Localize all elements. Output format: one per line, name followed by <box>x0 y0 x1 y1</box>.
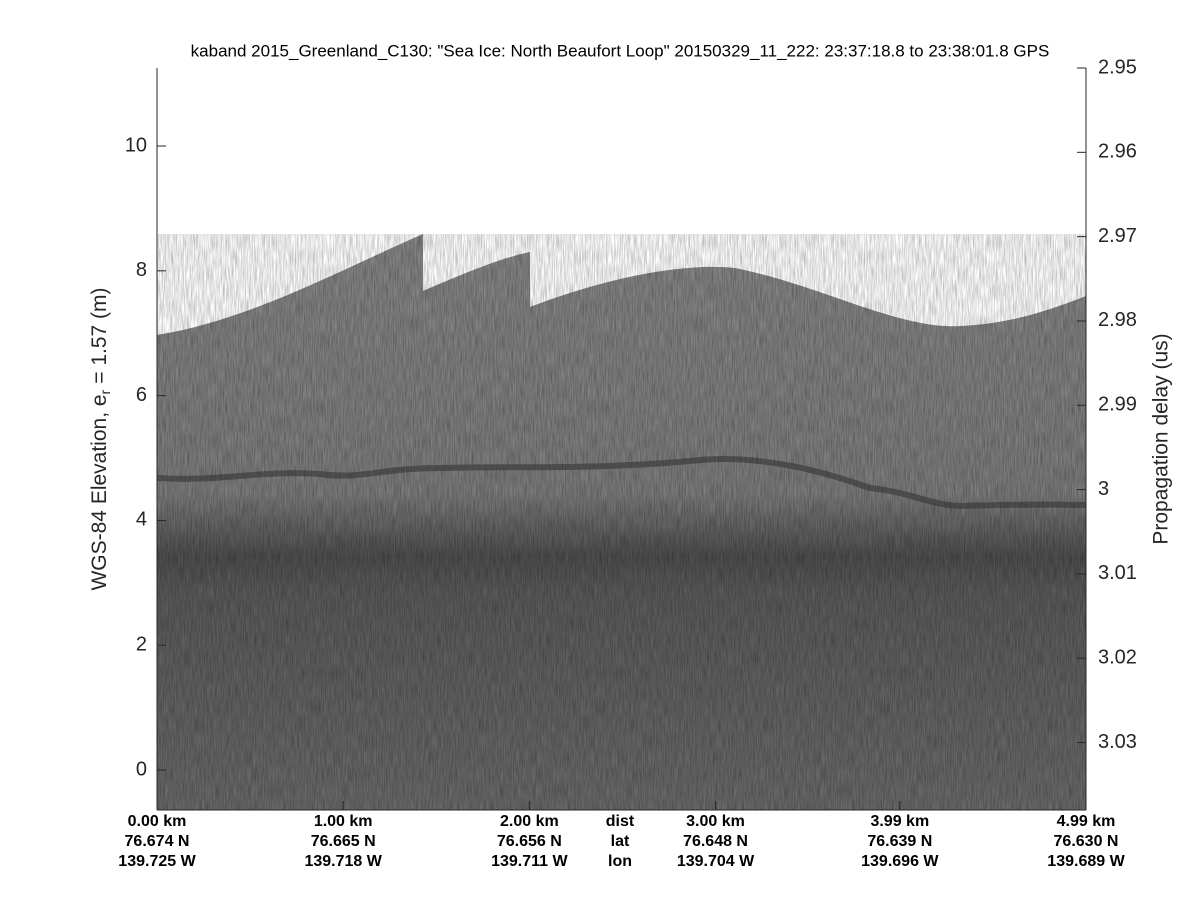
y-tick-label: 2 <box>136 634 147 656</box>
x-tick-label: 3.99 km <box>870 813 929 830</box>
y2-tick-label: 3.03 <box>1098 731 1137 753</box>
y2-tick-label: 3.02 <box>1098 647 1137 669</box>
y2-tick-label: 2.98 <box>1098 309 1137 331</box>
x-tick-label: 4.99 km <box>1057 813 1116 830</box>
x-row-label: lon <box>608 853 632 870</box>
y-axis-label: WGS-84 Elevation, er = 1.57 (m) <box>88 287 113 590</box>
y-tick-label: 0 <box>136 758 147 780</box>
echogram <box>157 234 1086 810</box>
y-tick-label: 8 <box>136 259 147 281</box>
y-label-text: WGS-84 Elevation, e <box>88 394 111 590</box>
x-row-label: dist <box>606 813 635 830</box>
y2-axis-label: Propagation delay (us) <box>1150 333 1173 544</box>
x-row-label: lat <box>611 833 630 850</box>
x-tick-lon: 139.718 W <box>304 853 382 870</box>
x-tick-lat: 76.639 N <box>867 833 932 850</box>
y2-tick-label: 2.99 <box>1098 394 1137 416</box>
ice-surface-return <box>157 456 1086 510</box>
x-tick-lon: 139.704 W <box>677 853 755 870</box>
x-tick-lat: 76.648 N <box>683 833 748 850</box>
y-label-suffix: = 1.57 (m) <box>88 287 111 383</box>
x-tick-label: 1.00 km <box>314 813 373 830</box>
x-tick-lat: 76.630 N <box>1054 833 1119 850</box>
x-tick-lat: 76.674 N <box>125 833 190 850</box>
y-tick-label: 6 <box>136 384 147 406</box>
x-tick-lon: 139.725 W <box>118 853 196 870</box>
y-tick-label: 4 <box>136 509 147 531</box>
x-tick-lon: 139.711 W <box>491 853 568 870</box>
x-tick-label: 0.00 km <box>128 813 187 830</box>
y2-tick-label: 3 <box>1098 478 1109 500</box>
x-tick-lat: 76.656 N <box>497 833 562 850</box>
y2-tick-label: 2.97 <box>1098 225 1137 247</box>
y2-tick-label: 2.96 <box>1098 141 1137 163</box>
x-tick-label: 3.00 km <box>686 813 745 830</box>
y-label-subscript: r <box>97 389 113 394</box>
x-tick-label: 2.00 km <box>500 813 559 830</box>
x-tick-lat: 76.665 N <box>311 833 376 850</box>
x-tick-lon: 139.689 W <box>1047 853 1125 870</box>
chart-title: kaband 2015_Greenland_C130: "Sea Ice: No… <box>191 41 1050 60</box>
y2-tick-label: 3.01 <box>1098 562 1137 584</box>
x-tick-lon: 139.696 W <box>861 853 939 870</box>
y2-tick-label: 2.95 <box>1098 56 1137 78</box>
echogram-noise <box>157 234 1086 810</box>
y-tick-label: 10 <box>125 134 147 156</box>
